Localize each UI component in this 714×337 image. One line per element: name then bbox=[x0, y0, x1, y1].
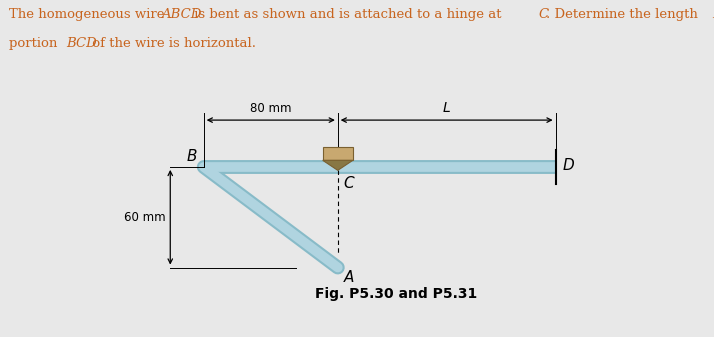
Text: Fig. P5.30 and P5.31: Fig. P5.30 and P5.31 bbox=[316, 287, 478, 301]
Text: The homogeneous wire: The homogeneous wire bbox=[9, 8, 169, 22]
Text: 80 mm: 80 mm bbox=[250, 102, 291, 115]
Text: $D$: $D$ bbox=[562, 157, 575, 173]
Text: portion: portion bbox=[9, 37, 61, 50]
Text: $C$: $C$ bbox=[343, 175, 356, 191]
Bar bbox=[323, 147, 353, 160]
Polygon shape bbox=[323, 160, 353, 170]
Text: C: C bbox=[538, 8, 548, 22]
Text: of the wire is horizontal.: of the wire is horizontal. bbox=[89, 37, 256, 50]
Text: ABCD: ABCD bbox=[161, 8, 201, 22]
Text: is bent as shown and is attached to a hinge at: is bent as shown and is attached to a hi… bbox=[190, 8, 506, 22]
Text: $B$: $B$ bbox=[186, 148, 197, 164]
Text: $A$: $A$ bbox=[343, 269, 355, 285]
Text: L: L bbox=[713, 8, 714, 22]
Text: 60 mm: 60 mm bbox=[124, 211, 165, 224]
Text: $L$: $L$ bbox=[442, 101, 451, 115]
Text: BCD: BCD bbox=[66, 37, 97, 50]
Text: . Determine the length: . Determine the length bbox=[545, 8, 702, 22]
